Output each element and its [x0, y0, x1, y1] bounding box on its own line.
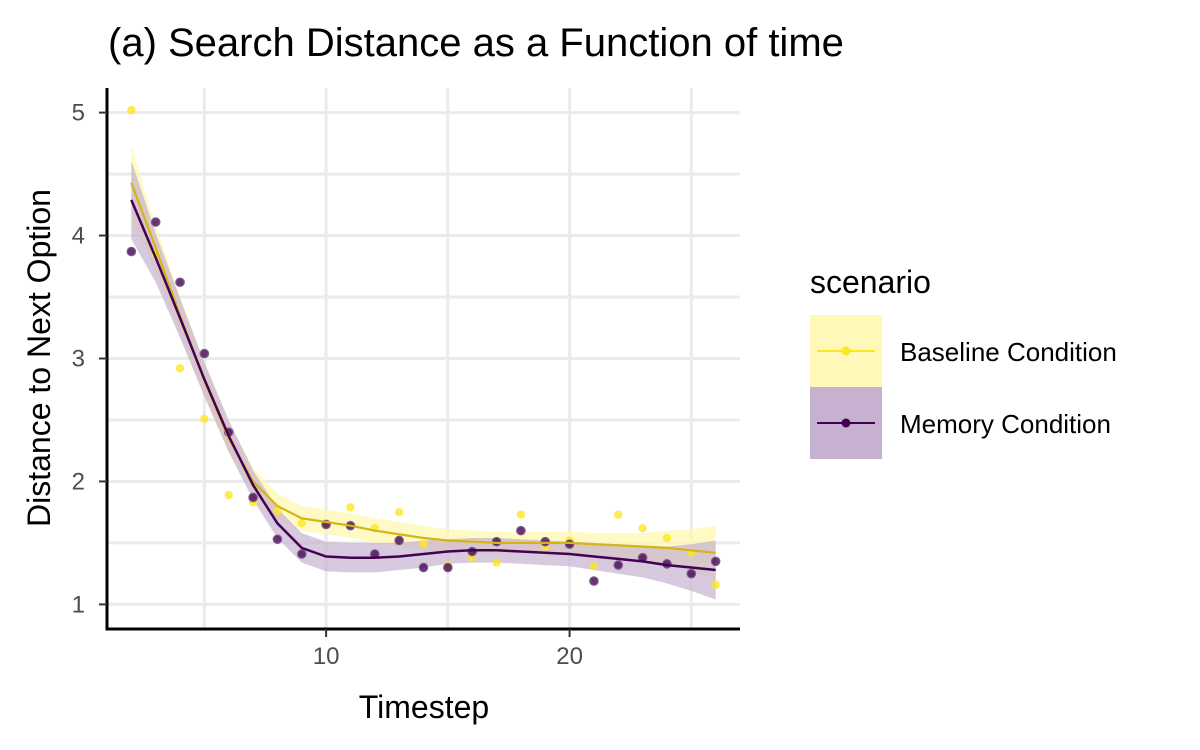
data-point: [150, 217, 161, 227]
data-point: [492, 558, 501, 567]
data-point: [126, 246, 137, 257]
data-point: [614, 510, 623, 519]
y-tick-label: 5: [72, 100, 85, 127]
data-point: [516, 525, 526, 536]
data-point: [589, 562, 599, 571]
data-point: [540, 536, 551, 547]
legend-label-baseline: Baseline Condition: [900, 337, 1117, 367]
confidence-ribbon-baseline: [131, 145, 716, 580]
legend-title: scenario: [810, 264, 931, 300]
data-point: [419, 539, 428, 549]
legend: scenario Baseline Condition Memory Condit…: [810, 264, 1117, 459]
data-point: [248, 492, 258, 503]
legend-label-memory: Memory Condition: [900, 409, 1111, 439]
y-tick-label: 3: [72, 346, 85, 373]
x-tick-label: 10: [313, 643, 340, 670]
data-point: [711, 580, 720, 589]
x-tick-label: 20: [556, 643, 583, 670]
data-point: [613, 560, 624, 570]
data-point: [516, 510, 526, 519]
y-axis-title: Distance to Next Option: [21, 189, 57, 527]
plot-area: 10 20 1 2 3 4 5: [72, 88, 740, 670]
data-point: [564, 539, 575, 549]
data-point: [638, 523, 647, 533]
data-point: [200, 414, 209, 423]
data-point: [710, 556, 721, 567]
data-point: [418, 562, 429, 573]
data-point: [224, 490, 233, 500]
data-point: [662, 533, 672, 543]
data-point: [273, 506, 282, 516]
x-axis-title: Timestep: [359, 689, 489, 725]
data-point: [175, 364, 185, 373]
y-tick-label: 4: [72, 223, 85, 250]
data-point: [127, 105, 136, 115]
data-point: [272, 534, 283, 545]
chart-title: (a) Search Distance as a Function of tim…: [108, 21, 844, 65]
fit-line-baseline: [130, 182, 716, 554]
data-point: [346, 503, 355, 512]
data-point: [443, 562, 453, 573]
data-point: [199, 348, 210, 359]
data-point: [686, 568, 697, 579]
confidence-ribbon-memory: [131, 160, 716, 600]
data-point: [394, 535, 404, 546]
y-tick-label: 2: [72, 468, 85, 495]
data-point: [394, 507, 404, 517]
data-point: [296, 549, 307, 559]
data-point: [589, 576, 599, 586]
fit-line-memory: [130, 199, 716, 572]
legend-key-point: [841, 418, 851, 428]
data-point: [175, 277, 185, 288]
y-tick-label: 1: [72, 591, 85, 618]
legend-key-point: [841, 346, 851, 356]
data-point: [297, 519, 306, 528]
